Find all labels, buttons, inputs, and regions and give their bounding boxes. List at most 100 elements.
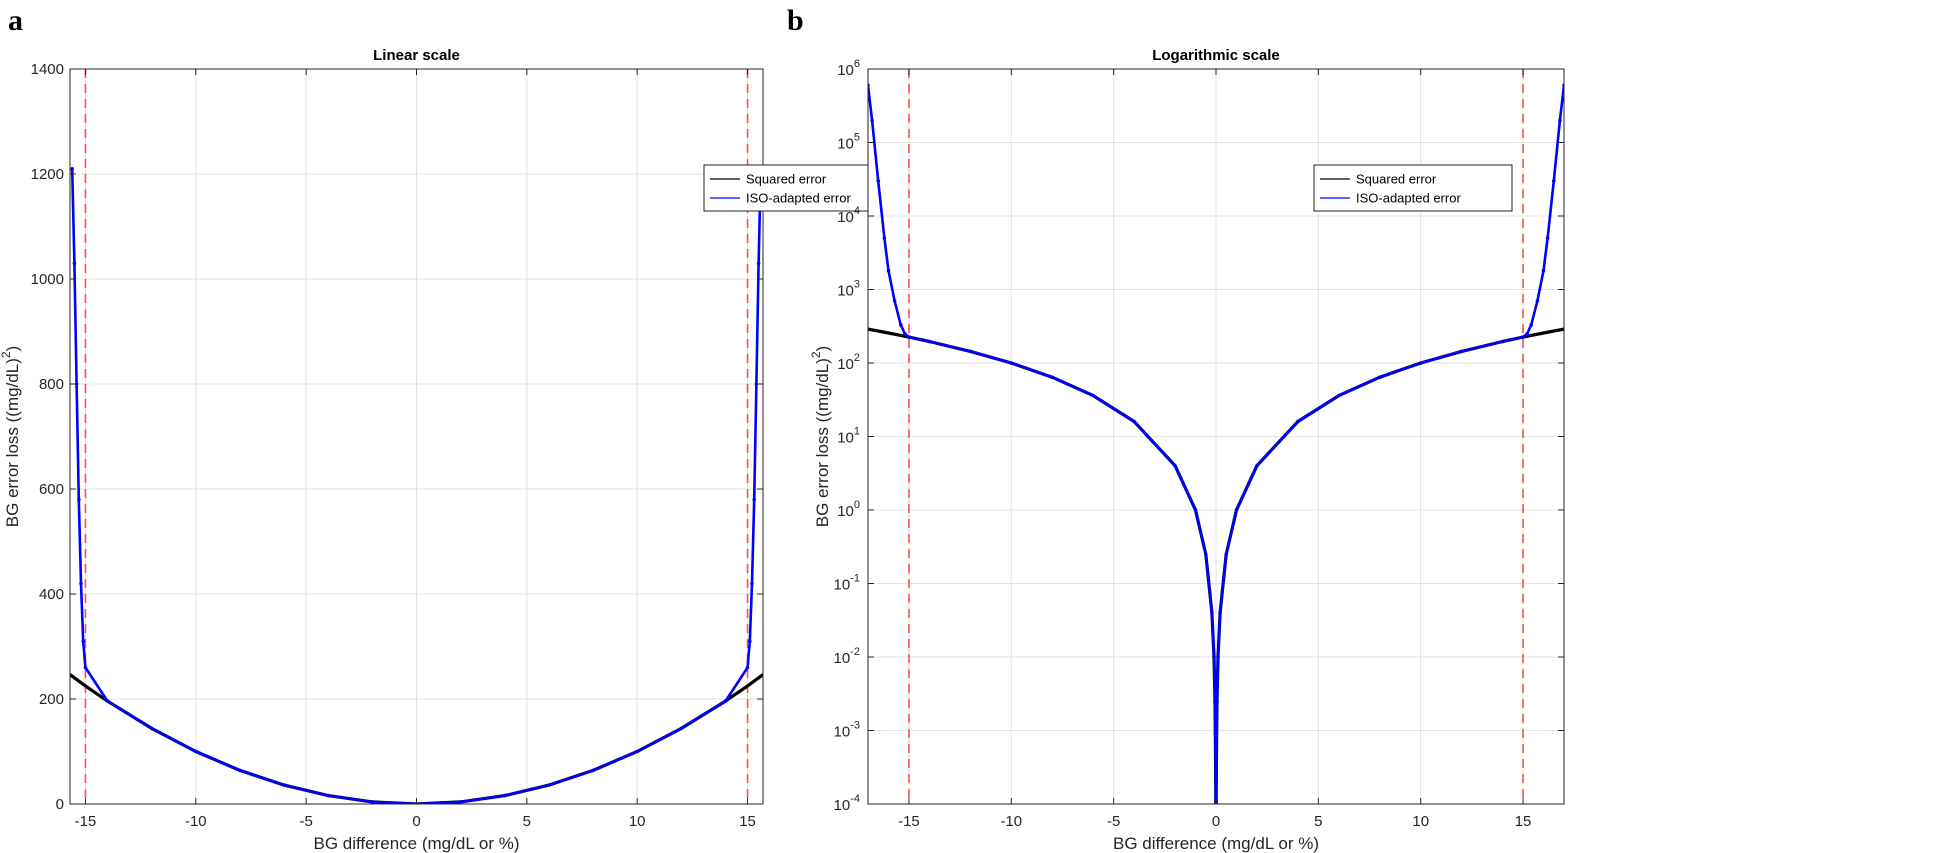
data-point bbox=[1529, 323, 1534, 327]
y-tick-base: 10 bbox=[834, 797, 851, 814]
y-axis-label: BG error loss ((mg/dL)2) bbox=[0, 346, 22, 527]
y-tick-base: 10 bbox=[837, 430, 854, 447]
y-tick-label: 0 bbox=[56, 796, 64, 813]
x-tick-label: -15 bbox=[75, 813, 97, 830]
data-point bbox=[77, 497, 81, 502]
data-point bbox=[679, 726, 684, 731]
data-point bbox=[1218, 610, 1222, 615]
data-point bbox=[1418, 361, 1423, 365]
data-point bbox=[1377, 375, 1382, 380]
data-point bbox=[370, 800, 375, 804]
y-tick-label: 102 bbox=[837, 352, 860, 373]
y-tick-label: 104 bbox=[837, 205, 860, 226]
y-tick-exponent: -3 bbox=[850, 720, 860, 732]
y-tick-label: 10-4 bbox=[834, 793, 860, 814]
y-axis-label-ylabel-superscript: 2 bbox=[0, 351, 13, 358]
y-tick-base: 10 bbox=[834, 650, 851, 667]
data-point bbox=[907, 335, 911, 339]
data-point bbox=[1255, 463, 1259, 468]
panel-b-chart: -15 -10 -5 0 5 10 1510-410-310-210-11001011021… bbox=[809, 47, 1565, 853]
data-point bbox=[83, 665, 88, 670]
y-tick-label: 10-1 bbox=[834, 573, 860, 594]
data-point bbox=[1203, 552, 1208, 557]
y-tick-label: 101 bbox=[837, 426, 860, 447]
x-tick-label: 10 bbox=[1412, 813, 1429, 830]
data-point bbox=[238, 768, 242, 773]
x-axis-label: BG difference (mg/dL or %) bbox=[1113, 834, 1319, 853]
iso-adapted-error-line bbox=[868, 85, 1564, 804]
y-tick-label: 10-2 bbox=[834, 646, 860, 667]
y-axis-label-ylabel: BG error loss ((mg/dL) bbox=[813, 358, 832, 527]
data-point bbox=[968, 349, 973, 354]
data-point bbox=[747, 639, 752, 644]
y-tick-base: 10 bbox=[834, 724, 851, 741]
y-tick-exponent: 2 bbox=[854, 352, 860, 364]
data-point bbox=[1050, 375, 1055, 380]
y-tick-base: 10 bbox=[837, 503, 854, 520]
panel-letter-b: b bbox=[787, 4, 804, 37]
y-tick-label: 100 bbox=[837, 499, 860, 520]
y-tick-exponent: -1 bbox=[850, 573, 860, 585]
data-point bbox=[1234, 508, 1239, 512]
y-axis-label-ylabel: BG error loss ((mg/dL) bbox=[3, 358, 22, 527]
y-tick-base: 10 bbox=[834, 577, 851, 594]
y-tick-label: 103 bbox=[837, 279, 860, 300]
data-point bbox=[886, 268, 891, 273]
y-tick-label: 105 bbox=[837, 132, 860, 153]
legend-entry: ISO-adapted error bbox=[1356, 191, 1461, 206]
data-point bbox=[1212, 655, 1216, 659]
data-point bbox=[1214, 757, 1219, 762]
y-tick-label: 106 bbox=[837, 58, 860, 79]
data-point bbox=[876, 179, 881, 183]
x-tick-label: 5 bbox=[523, 813, 531, 830]
data-point bbox=[591, 768, 595, 773]
data-point bbox=[1216, 655, 1220, 659]
data-point bbox=[754, 382, 759, 386]
y-tick-exponent: -4 bbox=[850, 793, 860, 805]
y-tick-exponent: 5 bbox=[854, 132, 860, 144]
data-point bbox=[1224, 552, 1229, 557]
y-axis-label-ylabel-suffix: ) bbox=[813, 346, 832, 352]
iso-adapted-error-line bbox=[70, 168, 763, 804]
y-tick-label: 1200 bbox=[31, 166, 64, 183]
data-point bbox=[750, 581, 754, 586]
y-tick-label: 800 bbox=[39, 376, 64, 393]
chart-title: Logarithmic scale bbox=[1152, 47, 1280, 64]
data-point bbox=[898, 323, 903, 327]
panel-a-chart: -15 -10 -5 0 5 10 150200400600800100012001400L… bbox=[0, 47, 901, 853]
data-point bbox=[1009, 361, 1014, 365]
data-point bbox=[756, 261, 761, 266]
data-point bbox=[1551, 179, 1556, 183]
data-point bbox=[74, 382, 79, 386]
data-point bbox=[1500, 339, 1505, 344]
data-point bbox=[1545, 236, 1550, 240]
x-tick-label: 0 bbox=[412, 813, 420, 830]
y-tick-label: 200 bbox=[39, 691, 64, 708]
y-tick-exponent: 1 bbox=[854, 426, 860, 438]
data-point bbox=[81, 639, 86, 644]
y-tick-exponent: 6 bbox=[854, 58, 860, 70]
x-tick-label: 10 bbox=[629, 813, 646, 830]
data-point bbox=[70, 166, 75, 171]
data-point bbox=[1525, 331, 1529, 336]
data-point bbox=[547, 783, 551, 787]
y-tick-exponent: -2 bbox=[850, 646, 860, 658]
data-point bbox=[1215, 699, 1219, 704]
x-tick-label: -5 bbox=[299, 813, 312, 830]
y-tick-label: 1400 bbox=[31, 61, 64, 78]
y-tick-base: 10 bbox=[837, 136, 854, 153]
legend-entry: ISO-adapted error bbox=[746, 191, 851, 206]
data-point bbox=[752, 497, 756, 502]
y-tick-label: 1000 bbox=[31, 271, 64, 288]
data-point bbox=[1173, 463, 1177, 468]
legend-box bbox=[703, 164, 901, 212]
y-tick-label: 400 bbox=[39, 586, 64, 603]
data-point bbox=[1193, 508, 1198, 512]
data-point bbox=[1558, 118, 1562, 123]
y-tick-exponent: 3 bbox=[854, 279, 860, 291]
data-point bbox=[105, 699, 110, 703]
data-point bbox=[326, 793, 331, 798]
y-axis-label: BG error loss ((mg/dL)2) bbox=[809, 346, 832, 527]
x-tick-label: -15 bbox=[898, 813, 920, 830]
data-point bbox=[882, 236, 887, 240]
